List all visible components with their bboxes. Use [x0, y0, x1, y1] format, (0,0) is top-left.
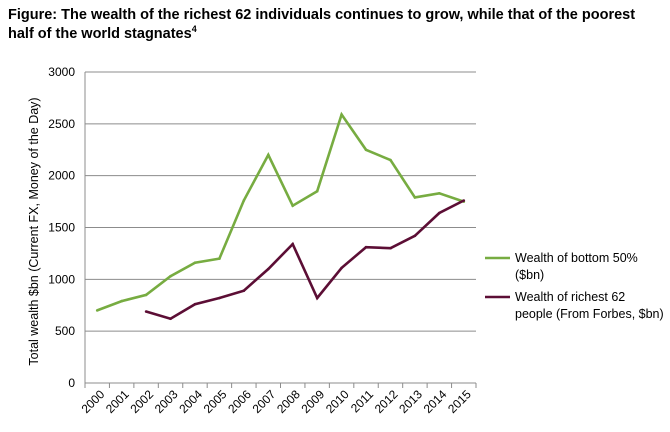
legend-label-1: Wealth of bottom 50%: [515, 251, 638, 265]
series-line-2: [145, 199, 465, 321]
data-point: [267, 153, 270, 157]
data-point: [413, 196, 417, 199]
x-tick-labels: 2000200120022003200420052006200720082009…: [79, 387, 475, 416]
x-tick-label: 2000: [79, 387, 108, 416]
data-point: [218, 257, 221, 260]
x-tick-label: 2011: [348, 387, 376, 415]
x-tick-label: 2009: [298, 387, 327, 416]
x-tick-label: 2001: [103, 387, 132, 416]
data-point: [340, 113, 343, 116]
y-tick-label: 3000: [48, 65, 75, 79]
x-tick-label: 2005: [201, 387, 230, 416]
axes: [84, 72, 477, 388]
data-point: [315, 189, 319, 193]
data-point: [438, 211, 441, 215]
title-footnote: 4: [191, 24, 197, 35]
data-point: [95, 309, 99, 312]
y-tick-label: 2000: [48, 169, 75, 183]
data-point: [120, 299, 123, 303]
data-point: [267, 267, 270, 271]
data-point: [438, 192, 441, 195]
x-tick-label: 2013: [396, 387, 425, 416]
series-lines: [95, 111, 466, 321]
data-point: [193, 302, 197, 306]
y-axis-label: Total wealth $bn (Current FX, Money of t…: [27, 97, 41, 365]
x-tick-label: 2014: [421, 387, 450, 416]
x-tick-label: 2004: [176, 387, 205, 416]
data-point: [389, 246, 392, 250]
data-point: [291, 204, 295, 207]
data-point: [193, 261, 197, 265]
data-point: [389, 158, 392, 162]
x-tick-label: 2007: [250, 387, 279, 416]
data-point: [315, 296, 319, 300]
x-tick-label: 2006: [225, 387, 254, 416]
data-point: [462, 199, 466, 202]
y-tick-label: 1000: [48, 272, 75, 286]
data-point: [242, 199, 246, 202]
legend-label-1: ($bn): [515, 268, 544, 282]
data-point: [340, 266, 343, 270]
chart-title-text: Figure: The wealth of the richest 62 ind…: [8, 7, 636, 42]
data-point: [218, 296, 221, 300]
data-point: [364, 245, 368, 249]
y-tick-label: 500: [55, 324, 75, 338]
y-tick-labels: 0 500 1000 1500 2000 2500 3000: [48, 65, 75, 390]
data-point: [291, 242, 295, 246]
data-point: [144, 310, 148, 313]
x-tick-label: 2015: [445, 387, 474, 416]
x-tick-label: 2003: [152, 387, 181, 416]
gridlines: [85, 71, 476, 332]
legend-label-2: people (From Forbes, $bn): [515, 307, 664, 321]
series-line-1: [96, 111, 465, 312]
y-tick-label: 2500: [48, 117, 75, 131]
data-point: [364, 148, 368, 152]
x-tick-label: 2012: [372, 387, 401, 416]
data-point: [169, 317, 172, 321]
data-point: [169, 274, 172, 278]
data-point: [242, 289, 246, 293]
data-point: [144, 293, 148, 297]
y-tick-label: 1500: [48, 221, 75, 235]
legend-label-2: Wealth of richest 62: [515, 290, 625, 304]
x-tick-label: 2008: [274, 387, 303, 416]
y-tick-label: 0: [68, 376, 75, 390]
chart-title: Figure: The wealth of the richest 62 ind…: [8, 6, 648, 44]
data-point: [413, 234, 417, 238]
legend: Wealth of bottom 50% ($bn) Wealth of riche…: [485, 251, 664, 321]
x-tick-label: 2002: [127, 387, 156, 416]
x-tick-label: 2010: [323, 387, 352, 416]
